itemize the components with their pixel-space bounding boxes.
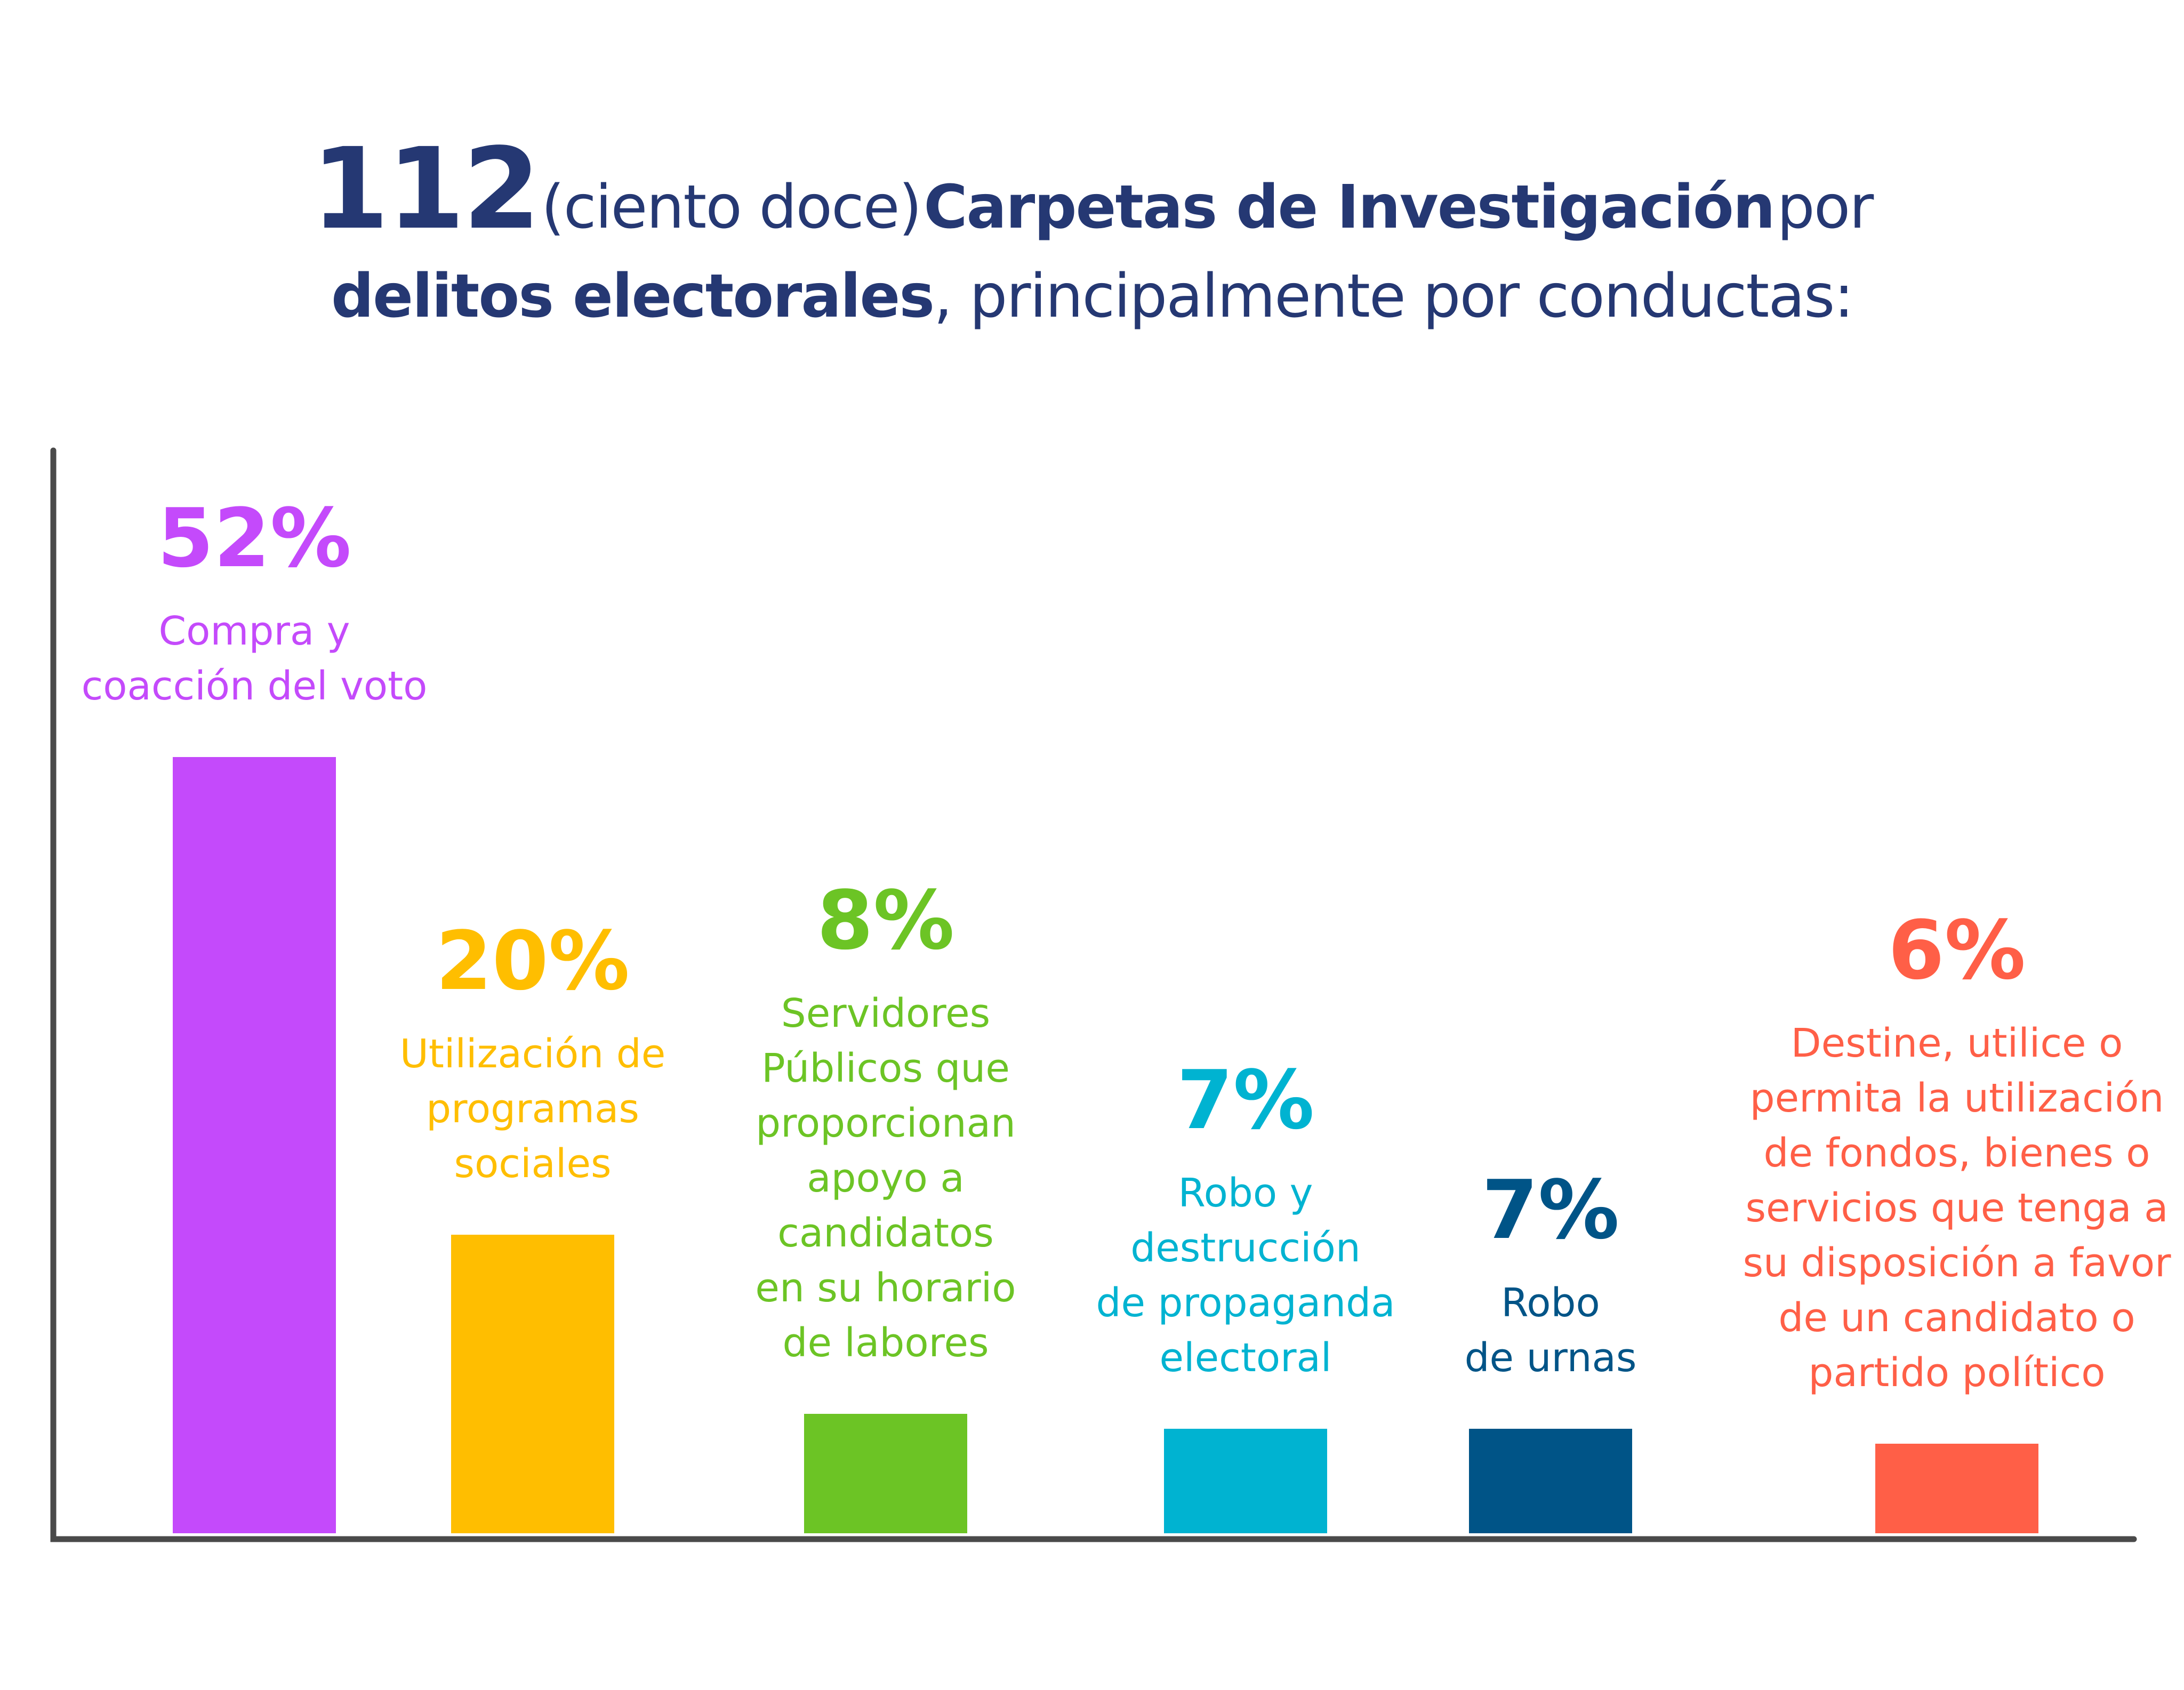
bar-5 [1469,1429,1632,1533]
value-label-6: 6% [1888,903,2026,997]
category-label-3-line-4: apoyo a [807,1155,965,1201]
value-label-2: 20% [436,914,630,1008]
title-number: 112 [311,124,541,254]
category-label-1-line-1: Compra y [158,608,350,654]
category-label-2-line-1: Utilización de [400,1031,666,1077]
title-line2-rest: , principalmente por conductas: [934,262,1854,331]
category-label-3-line-7: de labores [782,1320,989,1366]
title-bold-part: Carpetas de Investigación [924,173,1775,242]
category-label-5-line-1: Robo [1501,1280,1600,1326]
category-label-6-line-4: servicios que tenga a [1745,1185,2168,1231]
bar-1 [173,757,336,1533]
labels-group: 52% Compra y coacción del voto 20% Utilizaci… [82,491,2172,1396]
category-label-2-line-2: programas [426,1086,639,1132]
category-label-3-line-5: candidatos [777,1210,994,1256]
bar-4 [1164,1429,1327,1533]
category-label-4-line-4: electoral [1160,1335,1332,1381]
category-label-6-line-6: de un candidato o [1778,1295,2135,1341]
category-label-6-line-7: partido político [1809,1350,2106,1396]
chart-title-line-2: delitos electorales, principalmente por … [0,267,2184,326]
title-line2-bold: delitos electorales [331,262,935,331]
category-label-3-line-3: proporcionan [756,1100,1016,1146]
category-label-3-line-1: Servidores [781,991,990,1036]
value-label-5: 7% [1482,1163,1619,1257]
bar-2 [451,1235,614,1533]
category-label-4-line-3: de propaganda [1096,1280,1395,1326]
bar-6 [1875,1444,2038,1533]
bars-group [173,757,2038,1533]
category-label-6-line-2: permita la utilización [1750,1075,2164,1121]
category-label-6-line-5: su disposición a favor [1743,1240,2171,1286]
title-por: por [1777,173,1874,242]
category-label-5-line-2: de urnas [1465,1335,1637,1381]
chart-axes [50,447,2137,1542]
category-label-1-line-2: coacción del voto [82,663,428,709]
chart-title-line-1: 112 (ciento doce) Carpetas de Investigac… [0,133,2184,245]
category-label-6-line-1: Destine, utilice o [1791,1020,2123,1066]
category-label-2-line-3: sociales [454,1141,611,1187]
value-label-3: 8% [817,873,954,968]
category-label-3-line-2: Públicos que [761,1045,1010,1091]
category-label-4-line-1: Robo y [1178,1170,1313,1216]
title-paren: (ciento doce) [541,173,922,242]
value-label-4: 7% [1177,1053,1314,1147]
category-label-3-line-6: en su horario [755,1265,1016,1311]
category-label-4-line-2: destrucción [1130,1225,1361,1271]
value-label-1: 52% [157,491,351,585]
bar-3 [804,1414,967,1533]
category-label-6-line-3: de fondos, bienes o [1764,1130,2150,1176]
